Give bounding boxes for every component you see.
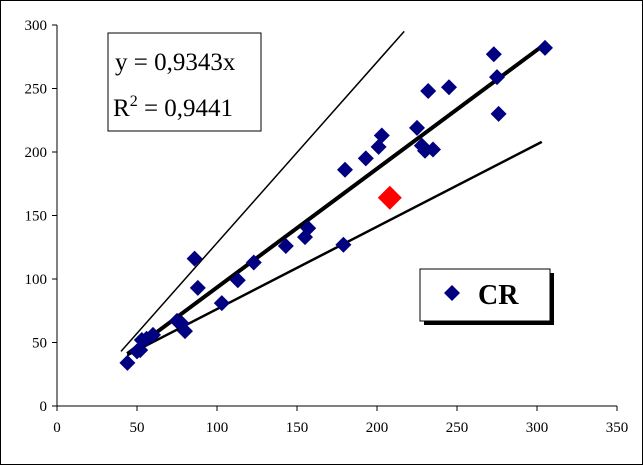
axes: 0 50 100 150 200 250 300 350 0 50 100 150 200 250 300 xyxy=(25,18,629,436)
x-tick-label: 150 xyxy=(286,420,309,436)
data-point xyxy=(485,46,502,63)
data-point xyxy=(245,254,262,271)
data-point xyxy=(335,236,352,253)
data-point xyxy=(537,39,553,56)
data-point xyxy=(229,272,246,289)
data-point xyxy=(370,138,387,155)
data-point xyxy=(145,326,161,343)
highlight-point xyxy=(377,185,402,210)
x-tick-label: 200 xyxy=(366,420,389,436)
r-prefix: R xyxy=(113,95,130,122)
y-tick-label: 200 xyxy=(25,145,48,161)
legend-label: CR xyxy=(478,280,519,311)
data-point xyxy=(337,161,353,178)
x-tick-label: 50 xyxy=(130,420,145,436)
r-squared-line: R2 = 0,9441 xyxy=(113,93,233,122)
data-point xyxy=(373,127,390,144)
r-value: = 0,9441 xyxy=(138,95,233,122)
data-point xyxy=(489,69,505,86)
data-point xyxy=(441,79,457,96)
x-tick-label: 250 xyxy=(446,420,469,436)
data-point xyxy=(357,150,374,167)
data-point xyxy=(189,279,206,296)
upper-bound-line xyxy=(120,30,405,352)
y-tick-label: 300 xyxy=(25,18,48,34)
y-tick-label: 150 xyxy=(25,209,48,225)
data-points xyxy=(119,39,553,371)
x-tick-label: 0 xyxy=(53,420,61,436)
r-exponent: 2 xyxy=(130,93,138,110)
data-point xyxy=(186,250,203,267)
regression-line xyxy=(126,42,547,356)
data-point xyxy=(420,83,437,100)
data-point xyxy=(119,354,136,371)
data-point xyxy=(177,323,193,340)
data-point xyxy=(425,141,441,158)
data-point xyxy=(300,220,317,237)
y-tick-label: 0 xyxy=(40,399,48,415)
x-tick-label: 100 xyxy=(206,420,229,436)
y-tick-label: 50 xyxy=(32,336,47,352)
data-point xyxy=(490,105,507,122)
x-tick-label: 300 xyxy=(526,420,549,436)
data-point xyxy=(213,295,230,312)
lower-bound-line xyxy=(126,140,543,357)
legend: CR xyxy=(419,268,554,325)
y-tick-label: 250 xyxy=(25,82,48,98)
y-tick-label: 100 xyxy=(25,272,48,288)
equation-box: y = 0,9343x R2 = 0,9441 xyxy=(107,32,262,132)
legend-marker xyxy=(444,285,460,301)
equation-line: y = 0,9343x xyxy=(115,49,236,76)
data-point xyxy=(409,119,425,136)
x-tick-label: 350 xyxy=(606,420,629,436)
data-point xyxy=(277,237,294,254)
data-point xyxy=(132,342,149,359)
fit-lines xyxy=(120,30,547,357)
